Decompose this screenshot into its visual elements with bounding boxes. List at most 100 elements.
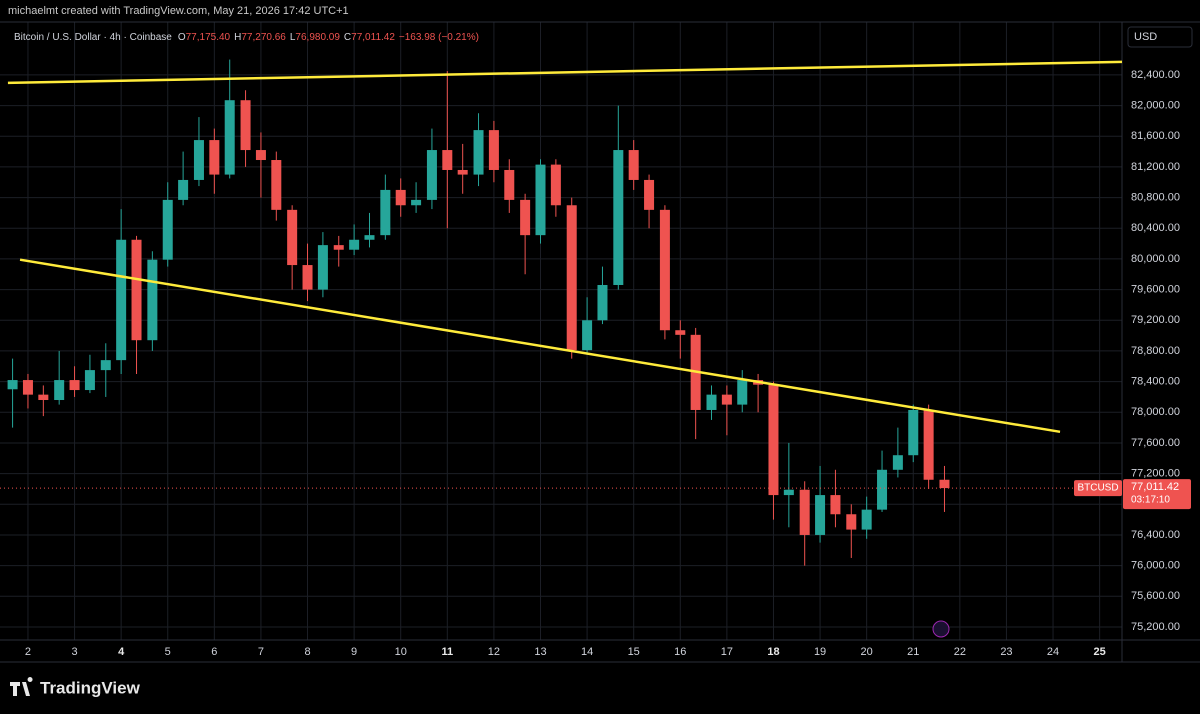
candle-body — [504, 169, 515, 200]
x-tick-label: 17 — [721, 646, 733, 658]
candle-body — [783, 489, 794, 496]
x-tick-label: 24 — [1047, 646, 1059, 658]
candle-body — [923, 409, 934, 480]
candle-body — [333, 245, 344, 250]
candle-body — [287, 209, 298, 266]
candle-body — [84, 370, 95, 391]
candle-body — [830, 495, 841, 515]
x-tick-label: 4 — [118, 646, 125, 658]
logo-mark — [10, 677, 33, 696]
y-tick-label: 78,000.00 — [1131, 406, 1180, 418]
x-tick-label: 13 — [534, 646, 546, 658]
y-tick-label: 79,200.00 — [1131, 314, 1180, 326]
candle-body — [426, 150, 437, 200]
ohlc-value: 77,270.66 — [241, 32, 286, 43]
y-tick-label: 82,400.00 — [1131, 69, 1180, 81]
price-tag — [1123, 479, 1191, 510]
candle-body — [22, 380, 33, 395]
candle-body — [317, 245, 328, 290]
price-tag-label: 77,011.42 — [1131, 481, 1179, 493]
candle-body — [193, 140, 204, 180]
x-tick-label: 7 — [258, 646, 264, 658]
candle-body — [380, 189, 391, 236]
change-label: −163.98 (−0.21%) — [399, 32, 479, 43]
candle-body — [815, 495, 826, 535]
candle-body — [38, 394, 49, 401]
candle-body — [442, 150, 453, 170]
y-tick-label: 79,600.00 — [1131, 284, 1180, 296]
candle-body — [877, 469, 888, 510]
candle-body — [100, 360, 111, 371]
candle-body — [488, 130, 499, 170]
candle-body — [535, 164, 546, 236]
ohlc-key: O — [178, 32, 186, 43]
x-tick-label: 22 — [954, 646, 966, 658]
y-tick-label: 77,600.00 — [1131, 437, 1180, 449]
ohlc-value: 77,011.42 — [351, 32, 395, 43]
countdown-label: 03:17:10 — [1131, 495, 1170, 506]
x-tick-label: 23 — [1000, 646, 1012, 658]
x-tick-label: 6 — [211, 646, 217, 658]
candle-body — [706, 394, 717, 410]
candle-body — [224, 100, 235, 175]
candle-body — [457, 169, 468, 175]
ticker-tag — [1074, 480, 1122, 497]
candle-body — [675, 330, 686, 335]
ohlc-key: C — [344, 32, 351, 43]
symbol: Bitcoin / U.S. Dollar · 4h · Coinbase — [14, 32, 172, 43]
x-tick-label: 8 — [304, 646, 310, 658]
candle-body — [566, 205, 577, 351]
candle-body — [737, 380, 748, 405]
x-tick-label: 15 — [628, 646, 640, 658]
y-tick-label: 75,200.00 — [1131, 621, 1180, 633]
ohlc-value: 77,175.40 — [186, 32, 231, 43]
candle-body — [395, 189, 406, 206]
x-tick-label: 19 — [814, 646, 826, 658]
symbol-legend: Bitcoin / U.S. Dollar · 4h · Coinbase O77… — [14, 32, 479, 43]
header: michaelmt created with TradingView.com, … — [8, 5, 349, 17]
alert-icon[interactable] — [932, 620, 950, 638]
y-tick-label: 82,000.00 — [1131, 99, 1180, 111]
trend-line — [19, 258, 1061, 434]
x-tick-label: 25 — [1094, 646, 1106, 658]
candle-body — [613, 150, 624, 285]
y-tick-label: 80,000.00 — [1131, 253, 1180, 265]
candle-body — [721, 394, 732, 405]
ohlc-key: L — [290, 32, 296, 43]
candle-body — [939, 479, 950, 489]
candle-body — [162, 199, 173, 260]
candle-body — [550, 164, 561, 206]
candle-body — [473, 130, 484, 175]
y-tick-label: 76,000.00 — [1131, 560, 1180, 572]
candle-body — [69, 380, 80, 391]
candle-body — [240, 100, 251, 151]
x-tick-label: 9 — [351, 646, 357, 658]
x-tick-label: 10 — [395, 646, 407, 658]
x-tick-label: 3 — [71, 646, 77, 658]
candle-body — [768, 384, 779, 496]
currency-box — [1127, 26, 1193, 48]
x-tick-label: 18 — [767, 646, 779, 658]
currency: USD — [1134, 31, 1157, 43]
ticker-label: BTCUSD — [1077, 483, 1118, 494]
candle-body — [892, 455, 903, 470]
candle-body — [659, 209, 670, 331]
candle-body — [178, 179, 189, 200]
candle-body — [364, 235, 375, 240]
candle-body — [846, 514, 857, 530]
y-tick-label: 80,400.00 — [1131, 222, 1180, 234]
candle-body — [349, 239, 360, 250]
ohlc-value: 76,980.09 — [295, 32, 340, 43]
ohlc-key: H — [234, 32, 241, 43]
candle-body — [908, 409, 919, 456]
x-tick-label: 16 — [674, 646, 686, 658]
y-tick-label: 76,400.00 — [1131, 529, 1180, 541]
candle-body — [131, 239, 142, 341]
candle-body — [7, 380, 18, 390]
brand: TradingView — [40, 678, 141, 697]
x-tick-label: 14 — [581, 646, 593, 658]
x-tick-label: 20 — [861, 646, 873, 658]
